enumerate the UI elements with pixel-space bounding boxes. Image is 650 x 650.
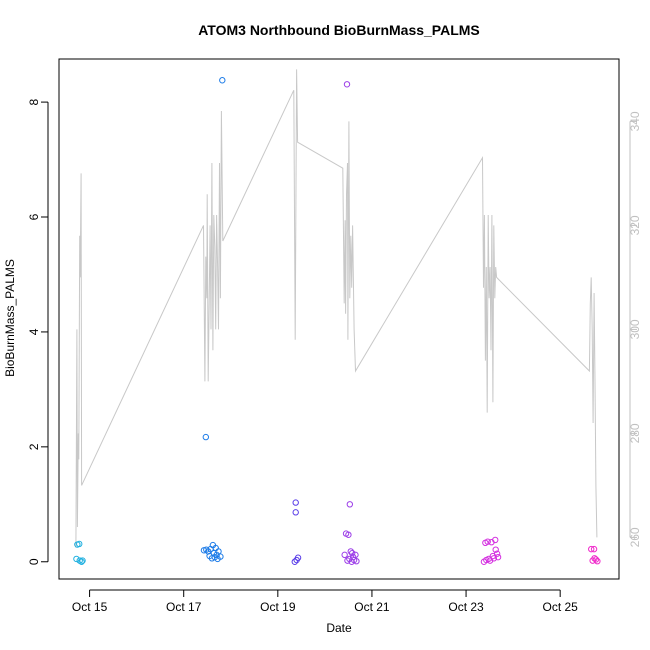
data-point [493,550,501,557]
x-tick-label: Oct 25 [542,600,578,614]
y2-tick-label: 320 [628,215,642,235]
data-point [203,546,210,553]
y-tick-label: 6 [27,213,41,220]
data-point [592,556,600,563]
data-point [291,558,298,565]
data-point [343,81,351,88]
data-point [219,77,226,84]
data-point [78,558,85,565]
x-tick-label: Oct 23 [448,600,484,614]
data-point [352,551,359,559]
line-series-path [75,69,598,548]
data-point [484,538,491,545]
data-point [353,557,360,565]
y-tick-label: 8 [27,98,41,105]
data-point [217,553,224,560]
data-point [347,548,354,555]
data-point [494,553,502,561]
y-axis-label: BioBurnMass_PALMS [3,259,17,377]
x-tick-label: Oct 21 [354,600,390,614]
data-point [594,557,601,565]
data-point [76,540,83,548]
x-axis-label: Date [326,621,352,635]
y2-tick-label: 280 [628,423,642,443]
data-point [213,551,220,559]
data-point [492,536,499,544]
point-series-layer [73,77,601,565]
y2-tick-label: 300 [628,319,642,339]
data-point [79,557,86,564]
data-point [341,551,348,559]
y-tick-label: 2 [27,443,41,450]
data-point [73,555,80,563]
data-point [346,501,354,508]
data-point [292,499,299,506]
y-tick-label: 4 [27,328,41,335]
data-point [348,549,356,557]
data-point [344,557,351,564]
y-tick-label: 0 [27,558,41,565]
x-tick-label: Oct 17 [166,600,202,614]
data-point [202,433,210,441]
data-point [292,509,299,516]
line-series-layer [75,69,598,548]
chart-title: ATOM3 Northbound BioBurnMass_PALMS [198,22,480,38]
data-point [345,531,352,538]
data-point [492,546,499,553]
data-point [588,545,595,553]
y2-tick-label: 340 [628,111,642,131]
data-point [490,555,498,562]
data-point [590,545,598,553]
x-tick-label: Oct 19 [260,600,296,614]
y2-tick-label: 260 [628,527,642,547]
plot-frame [58,58,620,580]
axes-layer: Oct 15 Oct 17 Oct 19 Oct 21 Oct 23 Oct 25 0 2 4 6… [27,98,642,613]
data-point [294,554,302,561]
x-tick-label: Oct 15 [72,600,108,614]
